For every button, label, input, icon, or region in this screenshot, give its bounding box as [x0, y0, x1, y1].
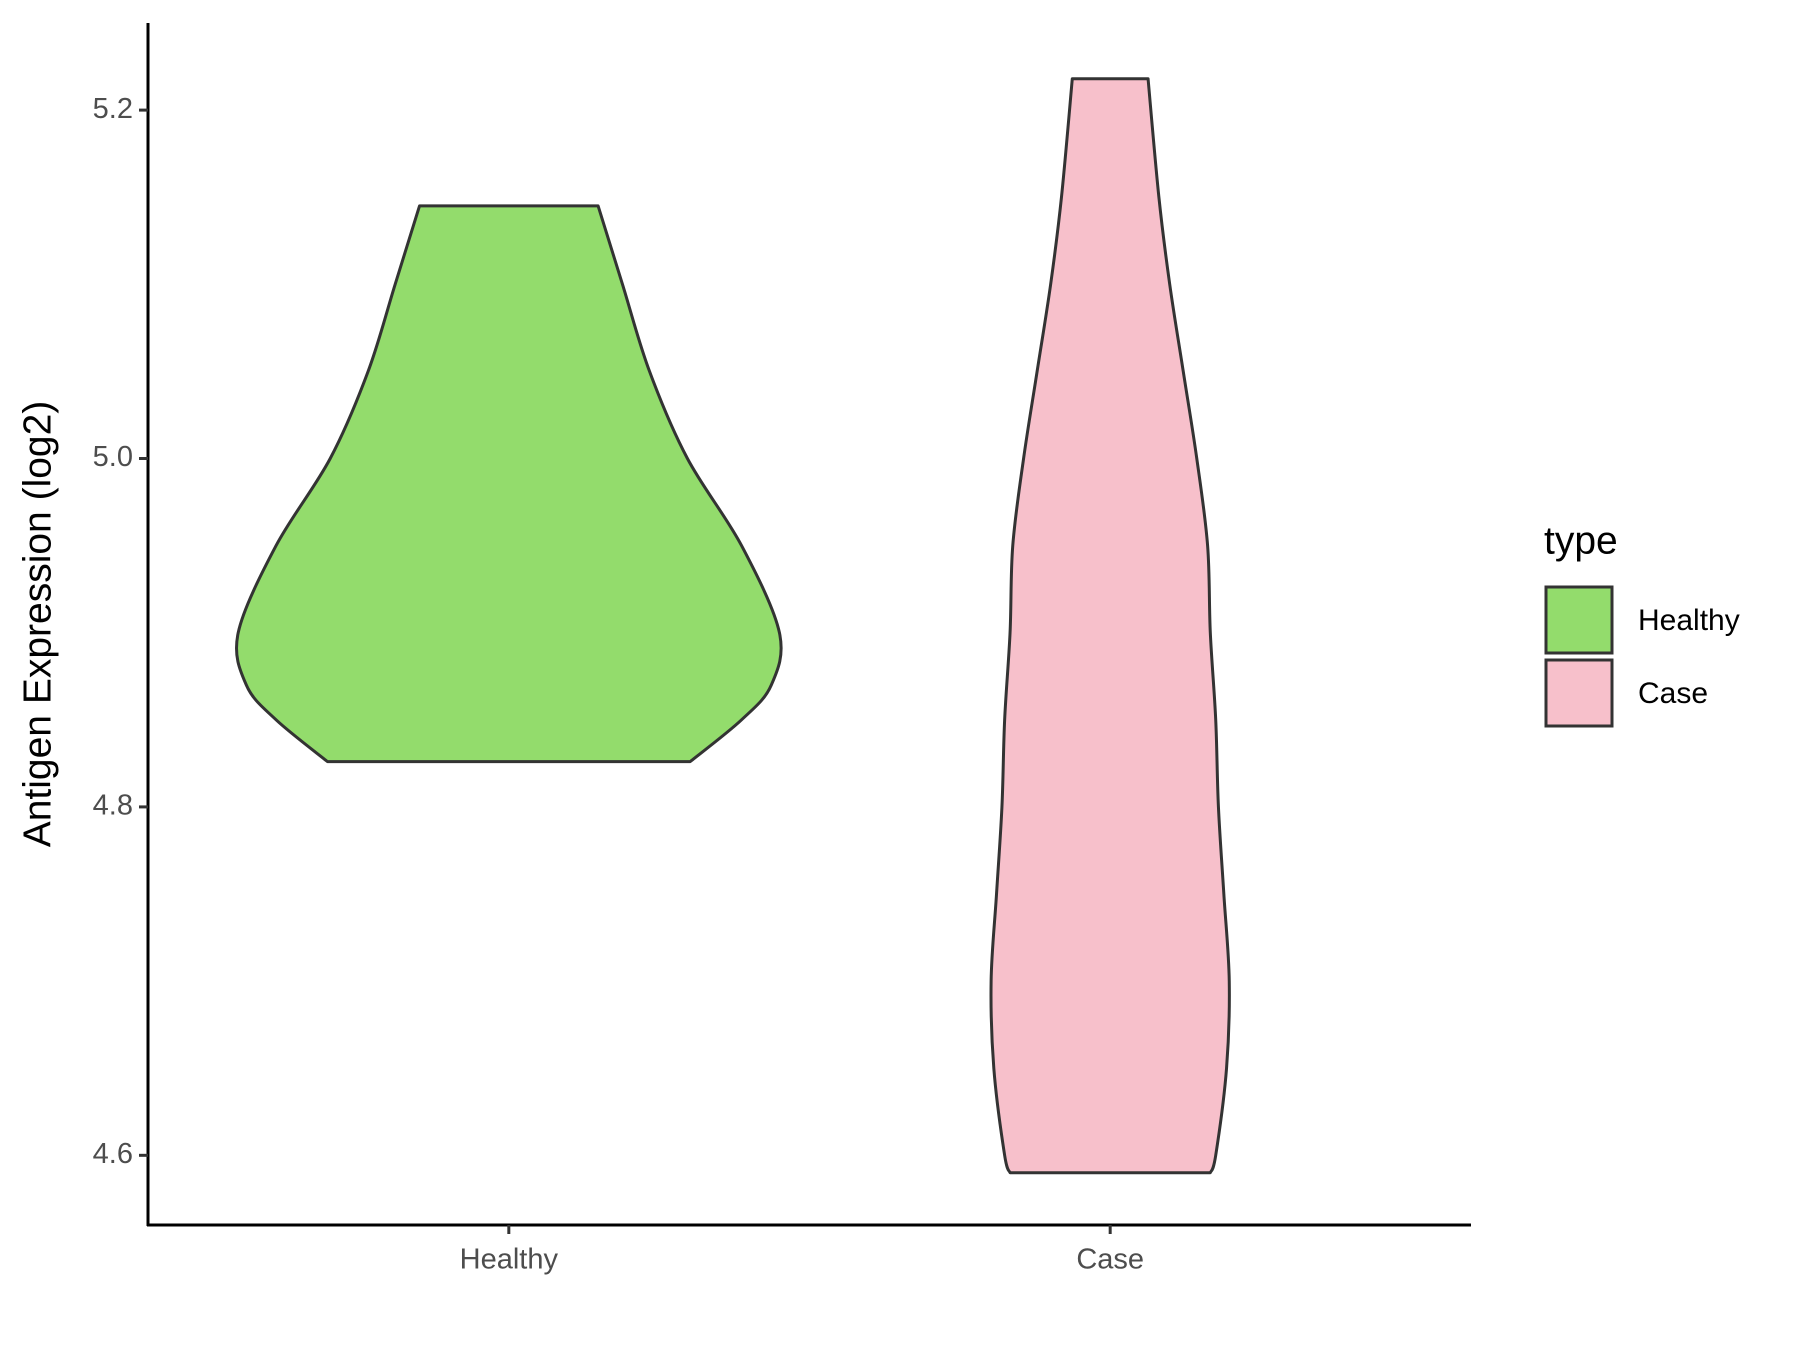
violin: [989, 77, 1231, 1175]
y-tick-label: 5.0: [93, 441, 133, 473]
y-axis-title: Antigen Expression (log2): [16, 401, 59, 848]
legend-key: [1544, 585, 1614, 655]
y-tick-label: 5.2: [93, 93, 133, 125]
y-tick-label: 4.8: [93, 790, 133, 822]
y-tick-label: 4.6: [93, 1138, 133, 1170]
violin: [234, 204, 783, 764]
x-tick-label: Healthy: [460, 1244, 559, 1276]
legend-label: Healthy: [1638, 604, 1740, 637]
x-tick-label: Case: [1076, 1244, 1144, 1276]
legend-title: type: [1544, 519, 1618, 562]
legend-key: [1544, 658, 1614, 728]
legend-label: Case: [1638, 677, 1708, 710]
